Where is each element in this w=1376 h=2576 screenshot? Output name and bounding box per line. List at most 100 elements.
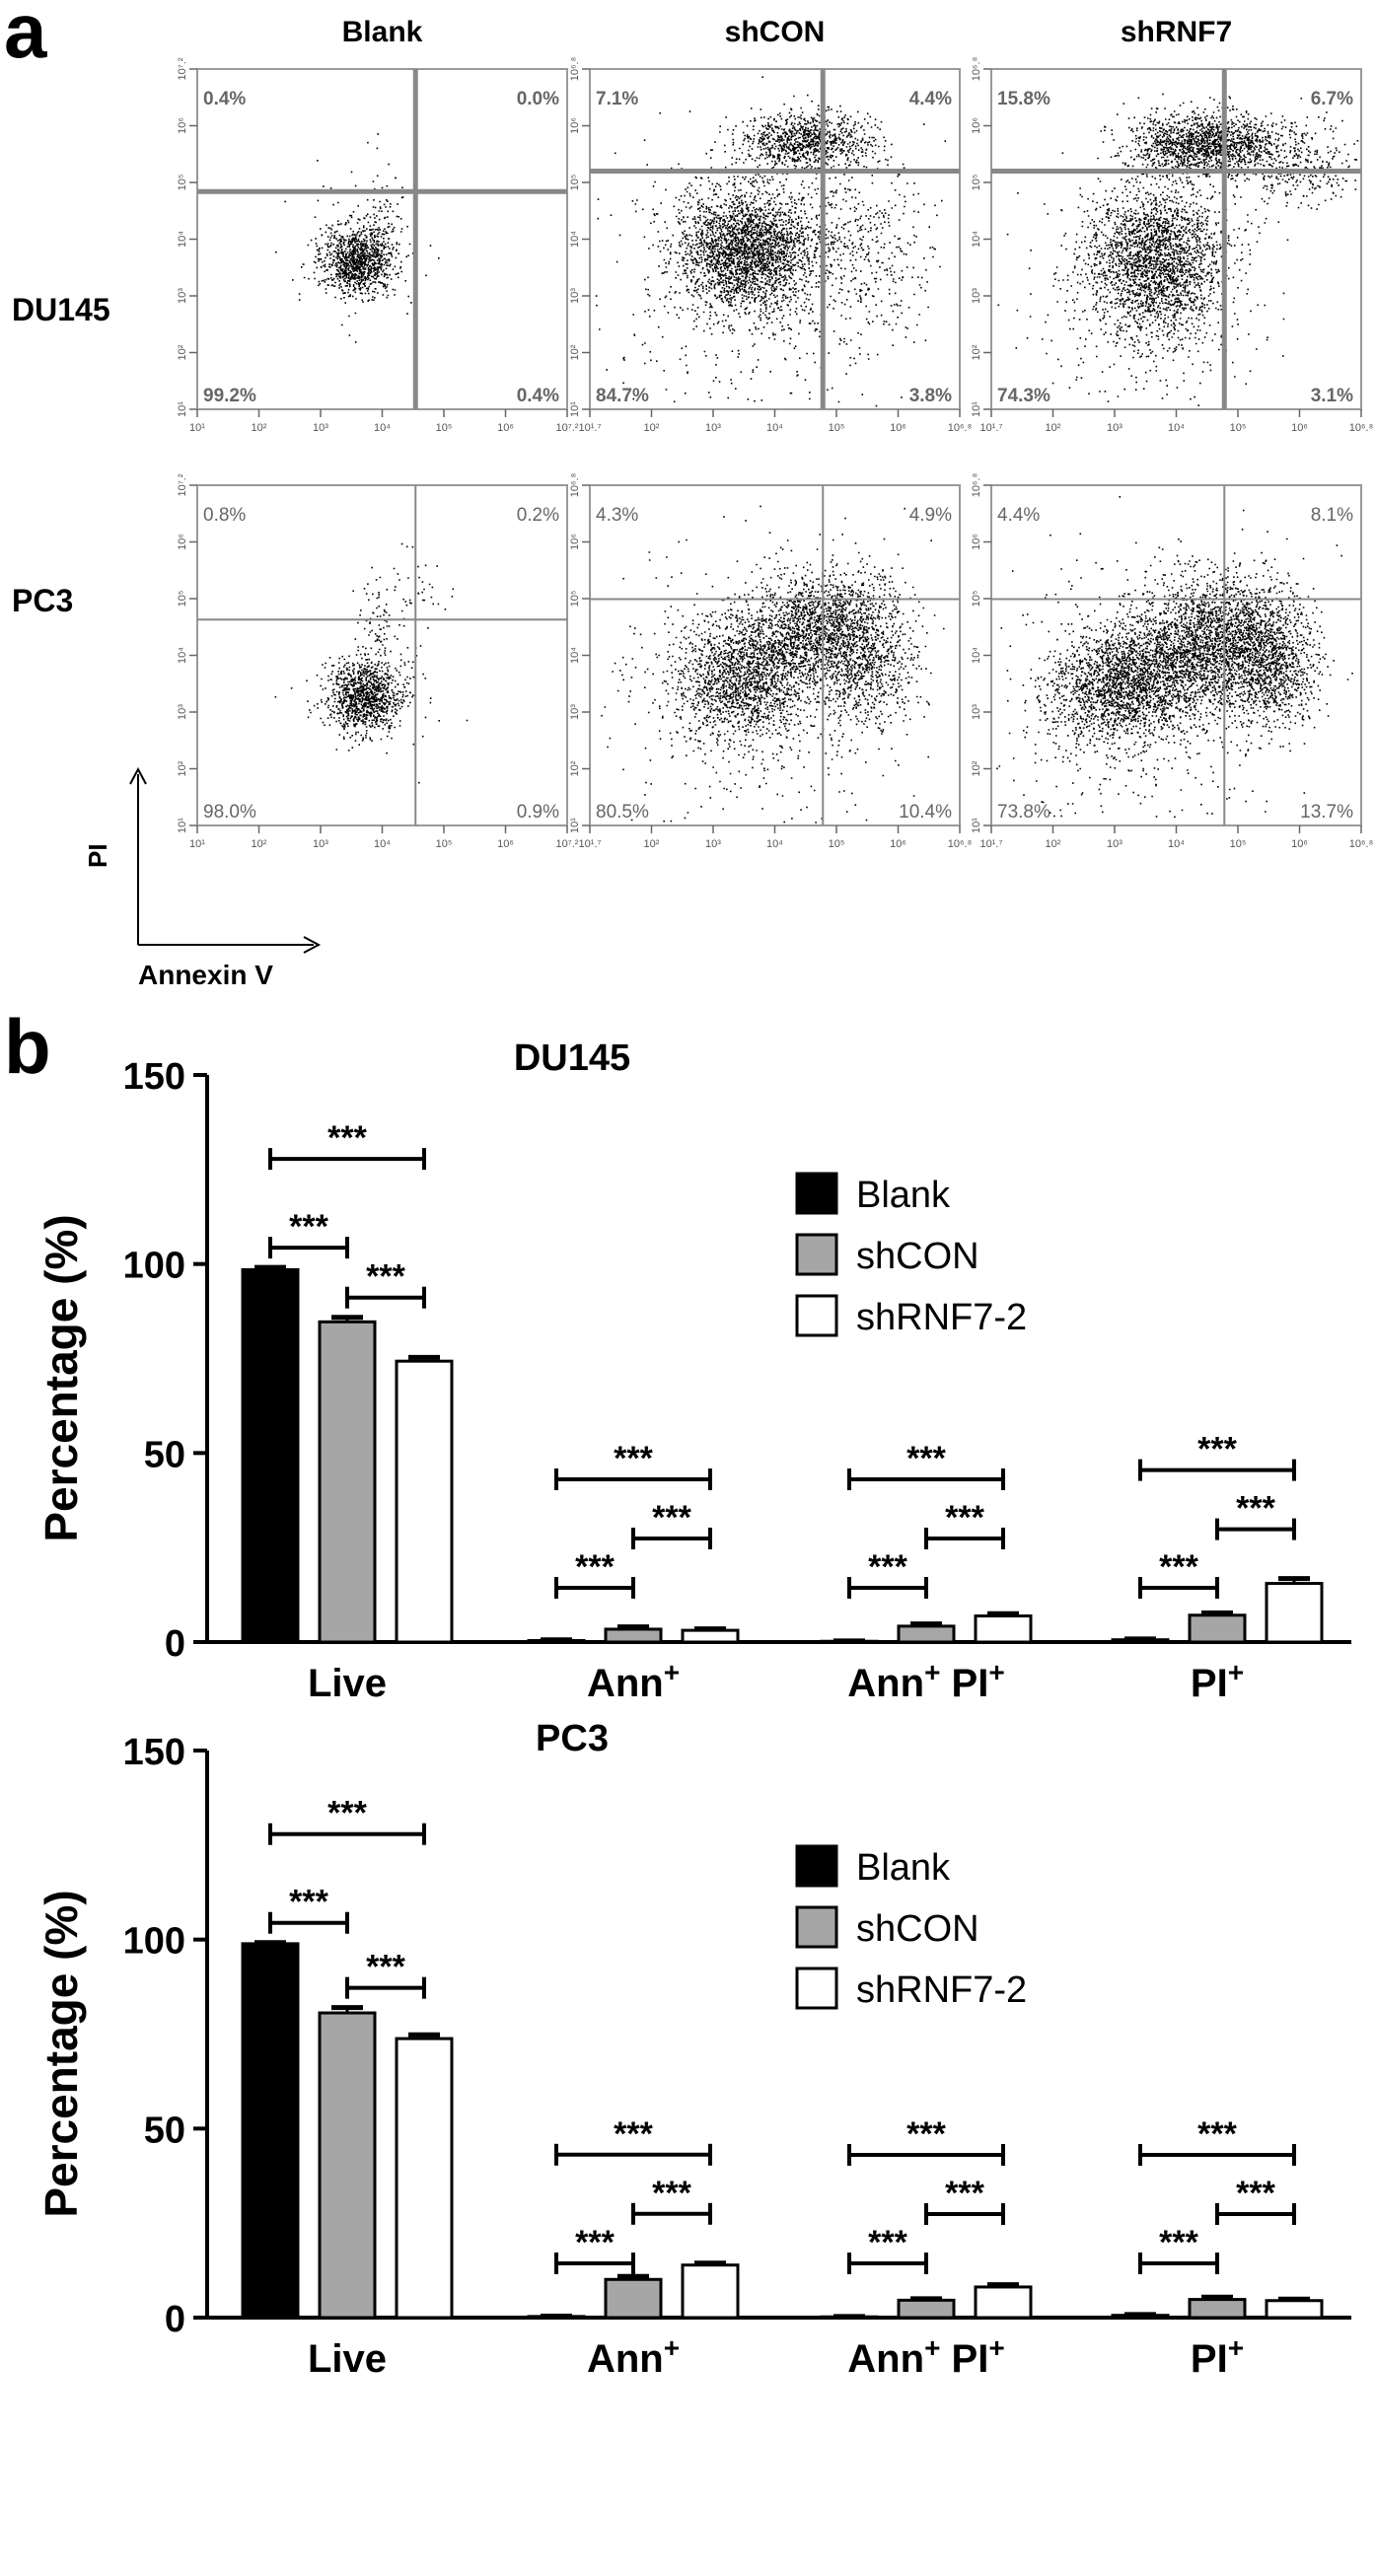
y-tick-label: 10³ bbox=[971, 288, 982, 304]
legend-swatch-shCON bbox=[795, 1905, 838, 1949]
significance-label: *** bbox=[614, 1440, 653, 1477]
legend-label-shRNF7-2: shRNF7-2 bbox=[856, 1969, 1027, 2011]
quadrant-label-ul: 4.4% bbox=[997, 505, 1040, 526]
significance-label: *** bbox=[575, 2224, 615, 2261]
x-tick-label: 10¹.⁷ bbox=[579, 422, 602, 434]
y-tick-label: 10⁵ bbox=[569, 591, 581, 608]
x-tick-label: 10⁶ bbox=[1291, 422, 1308, 434]
y-tick-label: 10⁶ bbox=[177, 117, 188, 134]
x-tick-label: 10⁵ bbox=[829, 838, 845, 850]
x-tick-label: 10⁵ bbox=[1230, 838, 1247, 850]
quadrant-label-ul: 7.1% bbox=[596, 89, 638, 109]
significance-bracket bbox=[847, 2144, 1005, 2166]
pi-arrow-head bbox=[129, 766, 147, 785]
bar-shCON-PI+ bbox=[1188, 1613, 1247, 1644]
y-tick-label: 10⁶.⁸ bbox=[569, 473, 581, 497]
y-tick-label: 10⁶.⁸ bbox=[971, 473, 982, 497]
significance-label: *** bbox=[868, 2224, 907, 2261]
x-tick-label: 10⁶.⁸ bbox=[1349, 838, 1373, 850]
significance-label: *** bbox=[1197, 2115, 1237, 2153]
significance-label: *** bbox=[906, 1440, 946, 1477]
significance-bracket bbox=[847, 2253, 928, 2274]
significance-label: *** bbox=[327, 1795, 367, 1832]
x-tick-label: 10³ bbox=[313, 422, 328, 434]
bar-shRNF7-2-Ann+ bbox=[681, 2263, 740, 2320]
y-tick-label: 10⁵ bbox=[569, 175, 581, 191]
x-tick-label: 10⁴ bbox=[766, 422, 783, 434]
significance-bracket bbox=[554, 2253, 635, 2274]
significance-label: *** bbox=[652, 1499, 691, 1537]
significance-bracket bbox=[631, 2202, 712, 2225]
x-tick-label: 10¹ bbox=[189, 838, 205, 850]
flow-plot-event-dots bbox=[996, 496, 1353, 819]
quadrant-label-ur: 0.2% bbox=[517, 505, 559, 526]
significance-bracket bbox=[268, 1237, 349, 1259]
significance-label: *** bbox=[906, 2115, 946, 2153]
y-tick-label: 10¹ bbox=[569, 401, 581, 417]
x-tick-label: 10³ bbox=[313, 838, 328, 850]
significance-label: *** bbox=[1159, 2224, 1198, 2261]
bar-shCON-Ann+ PI+ bbox=[897, 2298, 956, 2320]
flow-plot-event-dots bbox=[595, 76, 947, 407]
flow-plot-events bbox=[595, 76, 947, 407]
bar-shCON-Live bbox=[318, 1320, 377, 1644]
legend-label-Blank: Blank bbox=[856, 1847, 951, 1889]
legend-swatch-shRNF7-2 bbox=[795, 1967, 838, 2010]
quadrant-label-lr: 3.1% bbox=[1311, 386, 1353, 406]
column-header-0: Blank bbox=[342, 16, 423, 48]
x-category-label: Ann+ bbox=[587, 2332, 680, 2382]
significance-label: *** bbox=[1236, 1490, 1275, 1528]
y-tick-label: 10² bbox=[177, 344, 188, 360]
significance-label: *** bbox=[366, 1258, 405, 1296]
flow-plot-0-1: 7.1% 4.4% 84.7% 3.8% 10¹.⁷ 10² 10³ 10⁴ 10⁵ 10⁶ 10⁶… bbox=[569, 57, 972, 434]
legend-label-shCON: shCON bbox=[856, 1908, 979, 1950]
x-tick-label: 10⁶ bbox=[1291, 838, 1308, 850]
x-tick-label: 10⁶ bbox=[497, 422, 514, 434]
legend-swatch-Blank bbox=[795, 1844, 838, 1888]
y-tick-label: 50 bbox=[144, 1434, 185, 1475]
bar-chart-1: PC3 0 50 100 150 Percentage (%) Live *** *** *** A… bbox=[36, 1718, 1351, 2381]
bar-chart-0: DU145 0 50 100 150 Percentage (%) Live *** *** **… bbox=[36, 1038, 1351, 1705]
y-tick-label: 0 bbox=[165, 1623, 185, 1665]
quadrant-label-ur: 4.9% bbox=[909, 505, 952, 526]
x-tick-label: 10² bbox=[644, 838, 660, 850]
x-tick-label: 10² bbox=[1046, 422, 1061, 434]
flow-plot-events bbox=[997, 93, 1359, 406]
y-tick-label: 10⁶.⁸ bbox=[569, 57, 581, 81]
significance-bracket bbox=[554, 1468, 712, 1490]
quadrant-label-ur: 8.1% bbox=[1311, 505, 1353, 526]
x-tick-label: 10⁴ bbox=[374, 422, 391, 434]
flow-plot-event-dots bbox=[274, 542, 469, 784]
flow-plot-events bbox=[996, 496, 1353, 819]
y-tick-label: 10³ bbox=[569, 288, 581, 304]
y-tick-label: 10¹ bbox=[177, 818, 188, 833]
x-tick-label: 10³ bbox=[1107, 422, 1123, 434]
significance-label: *** bbox=[289, 1208, 328, 1246]
quadrant-label-lr: 0.4% bbox=[517, 386, 559, 406]
x-tick-label: 10¹.⁷ bbox=[579, 838, 602, 850]
y-tick-label: 10⁴ bbox=[971, 231, 982, 248]
x-category-label: PI+ bbox=[1191, 1657, 1244, 1706]
y-axis-label: Percentage (%) bbox=[36, 1214, 87, 1541]
significance-label: *** bbox=[1159, 1548, 1198, 1586]
bar-shRNF7-2-Live bbox=[395, 1359, 454, 1644]
significance-label: *** bbox=[868, 1548, 907, 1586]
x-category-label: Ann+ bbox=[587, 1657, 680, 1706]
x-tick-label: 10⁴ bbox=[1168, 422, 1185, 434]
column-header-2: shRNF7 bbox=[1121, 16, 1232, 48]
y-tick-label: 10⁵ bbox=[971, 591, 982, 608]
significance-label: *** bbox=[1236, 2175, 1275, 2212]
x-tick-label: 10¹.⁷ bbox=[980, 422, 1003, 434]
quadrant-label-ur: 6.7% bbox=[1311, 89, 1353, 109]
quadrant-label-ll: 74.3% bbox=[997, 386, 1050, 406]
quadrant-label-ll: 98.0% bbox=[203, 802, 256, 823]
flow-plot-events bbox=[274, 542, 469, 784]
row-label-0: DU145 bbox=[12, 292, 110, 327]
x-tick-label: 10⁶ bbox=[890, 422, 906, 434]
x-tick-label: 10⁶.⁸ bbox=[948, 838, 972, 850]
significance-bracket bbox=[1138, 1459, 1296, 1481]
flow-plot-event-dots bbox=[997, 93, 1359, 406]
legend-swatch-shCON bbox=[795, 1233, 838, 1276]
x-tick-label: 10¹ bbox=[189, 422, 205, 434]
x-tick-label: 10³ bbox=[705, 422, 721, 434]
